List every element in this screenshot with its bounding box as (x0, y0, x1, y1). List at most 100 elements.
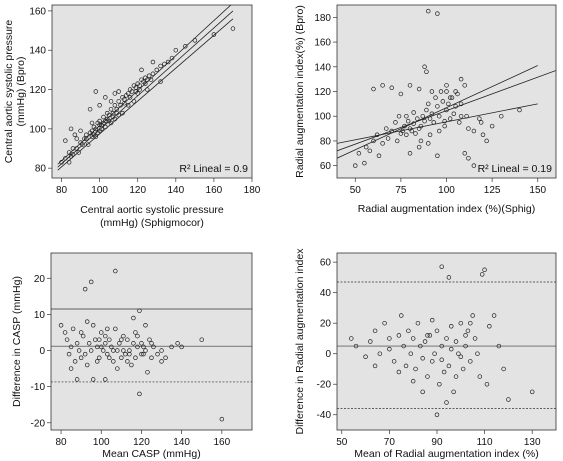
data-point (387, 346, 392, 352)
data-point (111, 359, 116, 364)
data-point (211, 32, 217, 37)
data-point (453, 89, 458, 94)
data-point (141, 344, 146, 350)
data-point (404, 132, 409, 138)
data-point (429, 359, 435, 364)
x-tick-label: 130 (524, 437, 541, 448)
chart-4: 50 70 90 110 130 -40 -20 0 20 40 60 Mean of Radial … (294, 248, 557, 460)
data-point (58, 322, 64, 328)
x-tick-label: 90 (431, 437, 443, 448)
data-point (119, 337, 124, 342)
x-tick-label: 140 (167, 185, 184, 196)
data-point (113, 326, 118, 332)
data-point (506, 397, 511, 402)
fit-line (57, 5, 232, 165)
data-point (449, 95, 455, 100)
data-point (113, 268, 118, 274)
data-point (415, 116, 420, 121)
data-point (125, 337, 130, 342)
data-point (433, 95, 438, 100)
y-tick-label: 120 (314, 87, 331, 98)
x-axis-label: Radial augmentation index (%)(Sphig) (358, 203, 535, 215)
data-point (398, 91, 404, 97)
y-tick-label: 100 (314, 112, 331, 123)
fit-line (57, 10, 234, 168)
data-point (391, 359, 397, 364)
fit-line (337, 65, 538, 159)
data-point (107, 337, 112, 342)
data-point (76, 150, 81, 155)
data-point (155, 351, 160, 357)
data-point (380, 83, 385, 88)
data-point (487, 323, 492, 329)
data-point (353, 343, 359, 349)
y-tick-label: 10 (34, 310, 46, 321)
data-point (103, 95, 108, 100)
data-point (74, 341, 80, 346)
data-point (70, 326, 76, 332)
data-point (484, 381, 490, 387)
data-point (416, 86, 422, 92)
data-point (121, 348, 126, 353)
data-point (121, 333, 126, 339)
data-point (407, 83, 413, 88)
data-point (438, 89, 444, 94)
data-point (66, 351, 72, 357)
data-point (90, 377, 96, 382)
data-point (396, 333, 402, 338)
data-point (78, 355, 84, 361)
data-point (529, 389, 535, 395)
y-tick-label: -20 (31, 418, 46, 429)
y-tick-label: 20 (34, 274, 46, 285)
y-tick-label: 40 (320, 288, 332, 299)
data-point (89, 120, 95, 126)
x-axis-label: Mean of Radial augmentation index (%) (354, 448, 538, 460)
data-point (94, 359, 100, 364)
data-point (179, 344, 184, 350)
data-point (62, 330, 68, 335)
data-point (101, 348, 106, 353)
data-point (68, 366, 74, 371)
data-point (479, 272, 485, 277)
data-point (143, 348, 148, 353)
data-point (465, 328, 471, 334)
data-point (468, 320, 473, 326)
data-point (446, 275, 452, 280)
data-point (117, 341, 122, 346)
data-point (416, 144, 422, 150)
data-point (88, 279, 94, 285)
y-tick-label: 160 (29, 6, 46, 17)
data-point (145, 369, 150, 375)
data-point (139, 341, 144, 346)
y-tick-label: 20 (320, 319, 332, 330)
data-point (97, 122, 102, 128)
y-tick-label: 100 (29, 124, 46, 135)
data-point (363, 144, 369, 150)
data-point (108, 99, 114, 104)
data-point (453, 339, 459, 344)
data-point (362, 160, 367, 166)
data-point (436, 113, 442, 119)
data-point (129, 362, 134, 368)
data-point (86, 341, 92, 346)
x-tick-label: 70 (384, 437, 396, 448)
data-point (230, 26, 236, 31)
data-point (457, 120, 462, 125)
data-point (441, 369, 447, 375)
data-point (403, 363, 409, 369)
data-point (368, 339, 373, 344)
data-point (427, 132, 433, 138)
data-point (424, 107, 429, 113)
data-point (85, 142, 91, 147)
data-point (108, 106, 114, 112)
data-point (118, 103, 123, 108)
data-point (496, 343, 502, 349)
x-tick-label: 100 (93, 437, 110, 448)
data-point (384, 126, 389, 131)
data-point (84, 319, 90, 324)
data-point (115, 366, 120, 371)
data-point (424, 69, 429, 74)
data-point (435, 153, 440, 159)
fit-line (337, 103, 538, 144)
data-point (491, 313, 497, 318)
